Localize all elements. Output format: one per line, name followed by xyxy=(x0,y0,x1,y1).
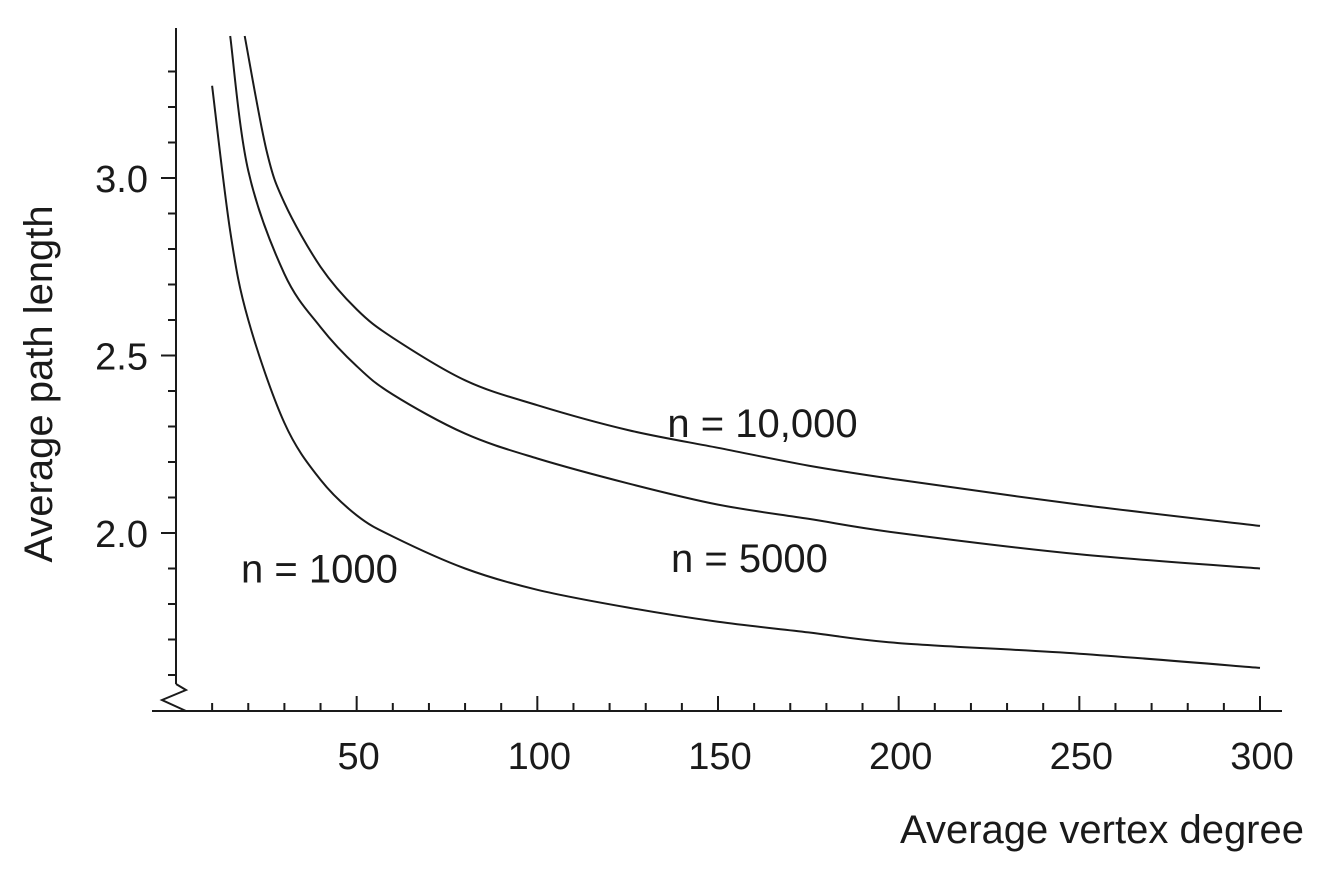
ticks xyxy=(161,70,1261,711)
x-tick-label: 50 xyxy=(338,736,380,778)
y-tick-label: 2.5 xyxy=(95,337,148,379)
axes xyxy=(152,28,1282,712)
series-label-3: n = 10,000 xyxy=(667,402,857,446)
series-line-1 xyxy=(211,85,1261,669)
x-tick-label: 150 xyxy=(688,736,751,778)
x-axis-label: Average vertex degree xyxy=(900,808,1304,852)
x-tick-label: 200 xyxy=(869,736,932,778)
x-tick-label: 100 xyxy=(508,736,571,778)
series-lines xyxy=(211,35,1261,669)
series-annotations: n = 1000 n = 5000 n = 10,000 xyxy=(241,402,858,592)
series-label-2: n = 5000 xyxy=(671,537,828,581)
series-line-2 xyxy=(229,35,1261,570)
x-tick-label: 250 xyxy=(1050,736,1113,778)
y-tick-label: 3.0 xyxy=(95,159,148,201)
series-label-1: n = 1000 xyxy=(241,548,398,592)
y-tick-label: 2.0 xyxy=(95,514,148,556)
x-tick-label: 300 xyxy=(1230,736,1293,778)
y-axis-label: Average path length xyxy=(17,205,61,562)
tick-labels: 50 100 150 200 250 300 2.0 2.5 3.0 xyxy=(95,159,1294,778)
series-line-3 xyxy=(243,35,1261,527)
y-axis-break-marker xyxy=(159,683,189,712)
